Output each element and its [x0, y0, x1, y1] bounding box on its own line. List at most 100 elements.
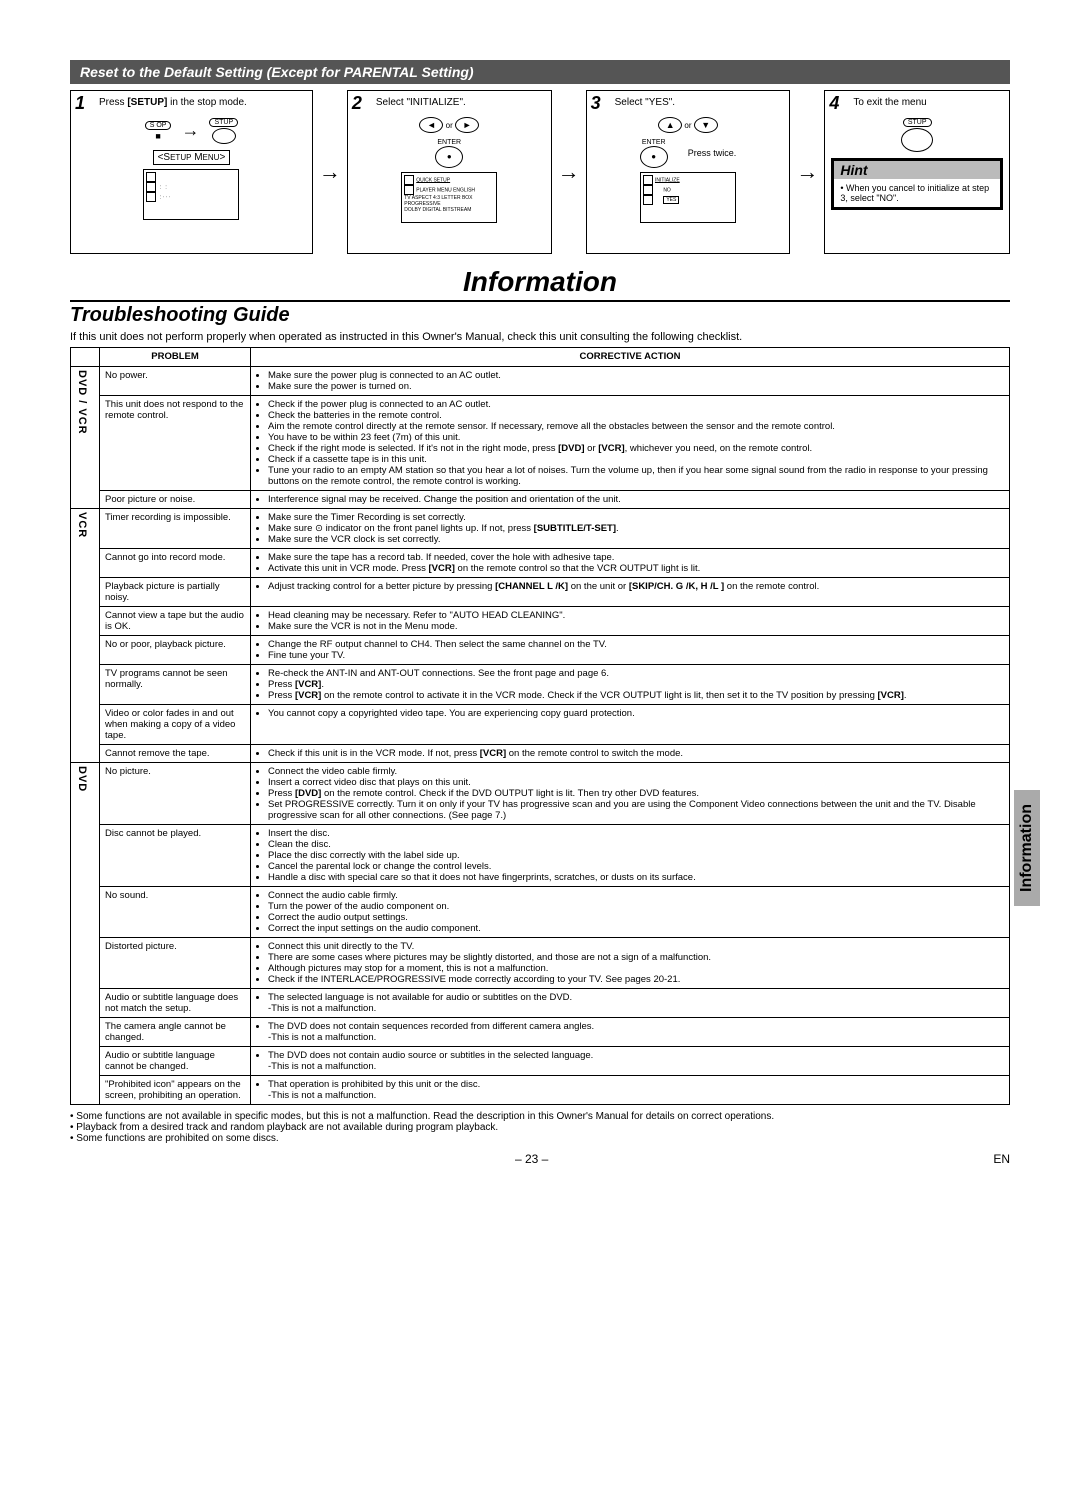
action-cell: Adjust tracking control for a better pic…: [251, 578, 1010, 607]
table-row: Cannot remove the tape.Check if this uni…: [71, 745, 1010, 763]
step-4-text: To exit the menu: [853, 97, 1003, 109]
page-footer: – 23 – EN: [70, 1152, 1010, 1166]
table-row: DVDNo picture.Connect the video cable fi…: [71, 763, 1010, 825]
problem-cell: Cannot view a tape but the audio is OK.: [100, 607, 251, 636]
step-3-diagram: ▲ or ▼ ENTER ● Press twice. INITIALIZE N…: [593, 117, 784, 223]
enter-button-icon: ●: [435, 146, 463, 168]
step-3-screen: INITIALIZE NO YES: [640, 172, 736, 223]
action-cell: Make sure the power plug is connected to…: [251, 367, 1010, 396]
up-arrow-icon: ▲: [658, 117, 682, 133]
action-cell: That operation is prohibited by this uni…: [251, 1076, 1010, 1105]
arrow-2: →: [558, 90, 580, 254]
problem-cell: Playback picture is partially noisy.: [100, 578, 251, 607]
table-row: Poor picture or noise.Interference signa…: [71, 491, 1010, 509]
action-cell: Change the RF output channel to CH4. The…: [251, 636, 1010, 665]
table-row: Audio or subtitle language does not matc…: [71, 989, 1010, 1018]
left-arrow-icon: ◄: [419, 117, 443, 133]
problem-cell: TV programs cannot be seen normally.: [100, 665, 251, 705]
action-cell: Connect the audio cable firmly.Turn the …: [251, 887, 1010, 938]
table-row: Playback picture is partially noisy.Adju…: [71, 578, 1010, 607]
footer-note: Some functions are prohibited on some di…: [70, 1133, 1010, 1144]
problem-cell: This unit does not respond to the remote…: [100, 396, 251, 491]
problem-cell: Timer recording is impossible.: [100, 509, 251, 549]
step-1-text: Press [SETUP] in the stop mode.: [99, 97, 306, 109]
hint-title: Hint: [834, 161, 1000, 179]
table-row: The camera angle cannot be changed.The D…: [71, 1018, 1010, 1047]
action-cell: The selected language is not available f…: [251, 989, 1010, 1018]
enter-button-icon: ●: [640, 146, 668, 168]
troubleshooting-heading: Troubleshooting Guide: [70, 300, 1010, 327]
problem-header: PROBLEM: [100, 348, 251, 367]
arrow-1: →: [319, 90, 341, 254]
steps-row: 1 Press [SETUP] in the stop mode. S OP ■…: [70, 90, 1010, 254]
table-row: This unit does not respond to the remote…: [71, 396, 1010, 491]
step-4-num: 4: [829, 93, 839, 114]
table-row: Cannot go into record mode.Make sure the…: [71, 549, 1010, 578]
right-arrow-icon: ►: [455, 117, 479, 133]
action-cell: Interference signal may be received. Cha…: [251, 491, 1010, 509]
problem-cell: "Prohibited icon" appears on the screen,…: [100, 1076, 251, 1105]
side-label-header: [71, 348, 100, 367]
problem-cell: Video or color fades in and out when mak…: [100, 705, 251, 745]
down-arrow-icon: ▼: [694, 117, 718, 133]
problem-cell: No picture.: [100, 763, 251, 825]
section-label: DVD: [71, 763, 100, 1105]
step-3-text: Select "YES".: [615, 97, 784, 109]
action-cell: Make sure the tape has a record tab. If …: [251, 549, 1010, 578]
action-cell: You cannot copy a copyrighted video tape…: [251, 705, 1010, 745]
problem-cell: No sound.: [100, 887, 251, 938]
action-cell: Insert the disc.Clean the disc.Place the…: [251, 825, 1010, 887]
troubleshooting-intro: If this unit does not perform properly w…: [70, 331, 1010, 343]
problem-cell: Poor picture or noise.: [100, 491, 251, 509]
section-label: VCR: [71, 509, 100, 763]
step-1: 1 Press [SETUP] in the stop mode. S OP ■…: [70, 90, 313, 254]
action-cell: The DVD does not contain audio source or…: [251, 1047, 1010, 1076]
page-lang: EN: [993, 1152, 1010, 1166]
information-heading: Information: [70, 266, 1010, 298]
step-4: 4 To exit the menu STUP Hint • When you …: [824, 90, 1010, 254]
table-row: DVD / VCRNo power.Make sure the power pl…: [71, 367, 1010, 396]
action-cell: Re-check the ANT-IN and ANT-OUT connecti…: [251, 665, 1010, 705]
problem-cell: No or poor, playback picture.: [100, 636, 251, 665]
table-row: VCRTimer recording is impossible.Make su…: [71, 509, 1010, 549]
problem-cell: Audio or subtitle language cannot be cha…: [100, 1047, 251, 1076]
reset-heading: Reset to the Default Setting (Except for…: [70, 60, 1010, 84]
hint-box: Hint • When you cancel to initialize at …: [831, 158, 1003, 210]
step-4-diagram: STUP: [831, 117, 1003, 152]
step-2: 2 Select "INITIALIZE". ◄ or ► ENTER ● QU…: [347, 90, 552, 254]
page-number: – 23 –: [515, 1152, 548, 1166]
problem-cell: Cannot remove the tape.: [100, 745, 251, 763]
action-cell: Connect this unit directly to the TV.The…: [251, 938, 1010, 989]
problem-cell: Distorted picture.: [100, 938, 251, 989]
table-row: Distorted picture.Connect this unit dire…: [71, 938, 1010, 989]
table-row: Audio or subtitle language cannot be cha…: [71, 1047, 1010, 1076]
footer-notes: Some functions are not available in spec…: [70, 1111, 1010, 1144]
step-2-diagram: ◄ or ► ENTER ● QUICK SETUP PLAYER MENU E…: [354, 117, 545, 223]
step-2-text: Select "INITIALIZE".: [376, 97, 545, 109]
step-3-num: 3: [591, 93, 601, 114]
problem-cell: Cannot go into record mode.: [100, 549, 251, 578]
table-row: Video or color fades in and out when mak…: [71, 705, 1010, 745]
setup-button-icon: [212, 128, 236, 144]
table-row: Cannot view a tape but the audio is OK.H…: [71, 607, 1010, 636]
action-cell: Connect the video cable firmly.Insert a …: [251, 763, 1010, 825]
problem-cell: Disc cannot be played.: [100, 825, 251, 887]
step-2-screen: QUICK SETUP PLAYER MENU ENGLISH TV ASPEC…: [401, 172, 497, 223]
table-row: Disc cannot be played.Insert the disc.Cl…: [71, 825, 1010, 887]
table-row: No or poor, playback picture.Change the …: [71, 636, 1010, 665]
section-label: DVD / VCR: [71, 367, 100, 509]
action-cell: Head cleaning may be necessary. Refer to…: [251, 607, 1010, 636]
troubleshooting-table: PROBLEM CORRECTIVE ACTION DVD / VCRNo po…: [70, 347, 1010, 1105]
step-1-screen: : : : · · ·: [143, 169, 239, 220]
footer-note: Some functions are not available in spec…: [70, 1111, 1010, 1122]
side-tab-information: Information: [1014, 790, 1040, 906]
step-1-num: 1: [75, 93, 85, 114]
arrow-3: →: [796, 90, 818, 254]
problem-cell: Audio or subtitle language does not matc…: [100, 989, 251, 1018]
table-row: "Prohibited icon" appears on the screen,…: [71, 1076, 1010, 1105]
action-cell: Check if this unit is in the VCR mode. I…: [251, 745, 1010, 763]
setup-button-large-icon: [901, 128, 933, 152]
step-2-num: 2: [352, 93, 362, 114]
action-header: CORRECTIVE ACTION: [251, 348, 1010, 367]
hint-body: • When you cancel to initialize at step …: [834, 179, 1000, 207]
